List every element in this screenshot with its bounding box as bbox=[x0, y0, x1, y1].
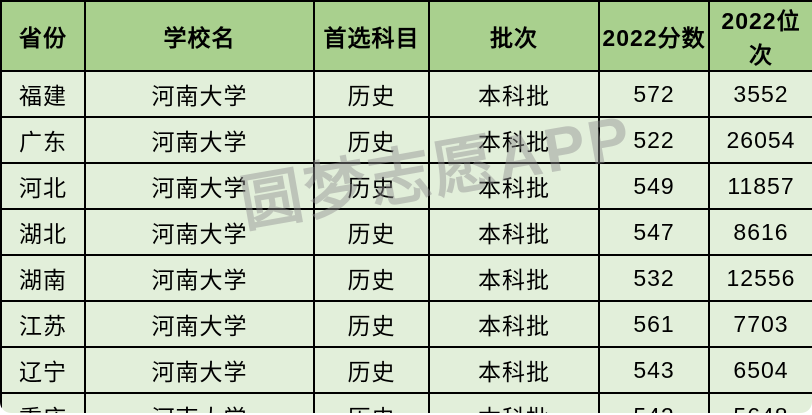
cell-province: 江苏 bbox=[0, 300, 86, 348]
header-cell-subject: 首选科目 bbox=[313, 0, 430, 72]
cell-rank: 12556 bbox=[708, 254, 812, 302]
cell-province: 河北 bbox=[0, 162, 86, 210]
cell-subject: 历史 bbox=[313, 70, 430, 118]
header-row: 省份 学校名 首选科目 批次 2022分数 2022位次 bbox=[0, 0, 812, 72]
cell-score: 543 bbox=[598, 346, 710, 394]
cell-province: 湖南 bbox=[0, 254, 86, 302]
cell-province: 辽宁 bbox=[0, 346, 86, 394]
table-row-liaoning: 辽宁 河南大学 历史 本科批 543 6504 bbox=[0, 346, 812, 394]
cell-batch: 本科批 bbox=[428, 162, 600, 210]
cell-subject: 历史 bbox=[313, 346, 430, 394]
cell-score: 549 bbox=[598, 162, 710, 210]
table-row-hubei: 湖北 河南大学 历史 本科批 547 8616 bbox=[0, 208, 812, 256]
cell-school: 河南大学 bbox=[84, 346, 315, 394]
cell-rank: 8616 bbox=[708, 208, 812, 256]
cell-school: 河南大学 bbox=[84, 300, 315, 348]
cell-rank: 7703 bbox=[708, 300, 812, 348]
table-row-chongqing: 重庆 河南大学 历史 本科批 542 5648 bbox=[0, 392, 812, 413]
cell-batch: 本科批 bbox=[428, 70, 600, 118]
cell-province: 湖北 bbox=[0, 208, 86, 256]
cell-rank: 6504 bbox=[708, 346, 812, 394]
cell-subject: 历史 bbox=[313, 392, 430, 413]
cell-batch: 本科批 bbox=[428, 392, 600, 413]
cell-score: 547 bbox=[598, 208, 710, 256]
table-row-hebei: 河北 河南大学 历史 本科批 549 11857 bbox=[0, 162, 812, 210]
cell-school: 河南大学 bbox=[84, 254, 315, 302]
header-cell-batch: 批次 bbox=[428, 0, 600, 72]
cell-province: 重庆 bbox=[0, 392, 86, 413]
cell-rank: 3552 bbox=[708, 70, 812, 118]
cell-school: 河南大学 bbox=[84, 392, 315, 413]
cell-rank: 26054 bbox=[708, 116, 812, 164]
cell-subject: 历史 bbox=[313, 208, 430, 256]
cell-subject: 历史 bbox=[313, 116, 430, 164]
cell-subject: 历史 bbox=[313, 300, 430, 348]
cell-score: 522 bbox=[598, 116, 710, 164]
cell-school: 河南大学 bbox=[84, 116, 315, 164]
cell-batch: 本科批 bbox=[428, 254, 600, 302]
cell-school: 河南大学 bbox=[84, 162, 315, 210]
cell-subject: 历史 bbox=[313, 254, 430, 302]
table-row-fujian: 福建 河南大学 历史 本科批 572 3552 bbox=[0, 70, 812, 118]
cell-rank: 5648 bbox=[708, 392, 812, 413]
cell-score: 572 bbox=[598, 70, 710, 118]
header-cell-rank-2022: 2022位次 bbox=[708, 0, 812, 72]
cell-batch: 本科批 bbox=[428, 300, 600, 348]
cell-province: 福建 bbox=[0, 70, 86, 118]
cell-school: 河南大学 bbox=[84, 208, 315, 256]
cell-batch: 本科批 bbox=[428, 208, 600, 256]
header-cell-province: 省份 bbox=[0, 0, 86, 72]
cell-batch: 本科批 bbox=[428, 116, 600, 164]
cell-score: 542 bbox=[598, 392, 710, 413]
table-row-guangdong: 广东 河南大学 历史 本科批 522 26054 bbox=[0, 116, 812, 164]
header-cell-school: 学校名 bbox=[84, 0, 315, 72]
cell-province: 广东 bbox=[0, 116, 86, 164]
header-cell-score-2022: 2022分数 bbox=[598, 0, 710, 72]
cell-score: 561 bbox=[598, 300, 710, 348]
cell-score: 532 bbox=[598, 254, 710, 302]
cell-batch: 本科批 bbox=[428, 346, 600, 394]
cell-subject: 历史 bbox=[313, 162, 430, 210]
table-row-jiangsu: 江苏 河南大学 历史 本科批 561 7703 bbox=[0, 300, 812, 348]
cell-school: 河南大学 bbox=[84, 70, 315, 118]
cell-rank: 11857 bbox=[708, 162, 812, 210]
table-row-hunan: 湖南 河南大学 历史 本科批 532 12556 bbox=[0, 254, 812, 302]
